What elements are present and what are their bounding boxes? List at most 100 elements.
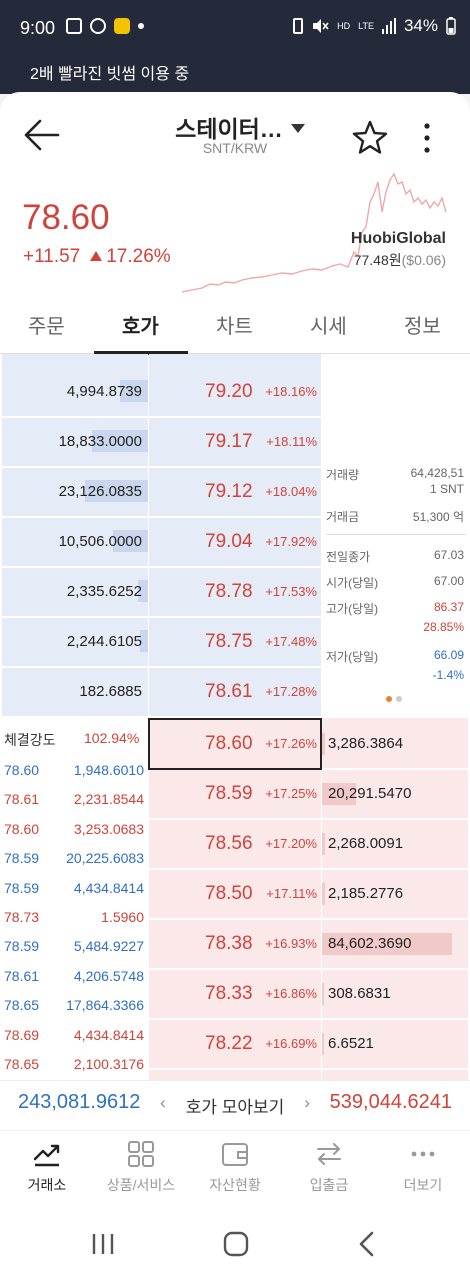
change-pct: 17.26% xyxy=(106,246,171,267)
trade-price: 78.59 xyxy=(4,879,40,896)
bid-price-row[interactable]: 78.59 +17.25% xyxy=(149,770,321,818)
bid-price: 78.22 xyxy=(205,1033,253,1054)
ask-price: 79.12 xyxy=(205,481,253,502)
ask-price: 79.20 xyxy=(205,381,253,402)
ask-pct: +17.48% xyxy=(265,634,317,649)
bid-total: 539,044.6241 xyxy=(329,1091,452,1113)
ask-volume-bar xyxy=(120,380,148,402)
status-right: HD LTE 34% xyxy=(293,16,456,36)
ask-quantity: 2,244.6105 xyxy=(2,618,148,666)
trade-price: 78.61 xyxy=(4,967,40,984)
bid-price-row[interactable]: 78.33 +16.86% xyxy=(149,970,321,1018)
chevron-left-icon[interactable]: ‹ xyxy=(160,1093,166,1112)
nav-exchange[interactable]: 거래소 xyxy=(0,1139,94,1195)
battery-percent: 34% xyxy=(403,16,438,35)
ask-price-row[interactable]: 78.61 +17.28% xyxy=(149,668,321,716)
bid-price-row[interactable]: 78.56 +17.20% xyxy=(149,820,321,868)
bid-price-row[interactable]: 78.60 +17.26% xyxy=(149,720,321,768)
trade-quantity: 4,434.8414 xyxy=(73,1026,144,1043)
tab-order[interactable]: 주문 xyxy=(28,316,65,338)
tab-orderbook[interactable]: 호가 xyxy=(122,316,159,338)
ask-price: 78.61 xyxy=(205,681,253,702)
trade-quantity: 20,225.6083 xyxy=(66,850,144,867)
ask-quantity: 4,994.8739 xyxy=(2,368,148,416)
ask-volume-bar xyxy=(85,480,148,502)
ask-volume-bar xyxy=(138,580,148,602)
favorite-star-button[interactable] xyxy=(350,118,390,158)
trade-price: 78.59 xyxy=(4,850,40,867)
battery-icon xyxy=(446,17,456,35)
gallery-icon xyxy=(66,18,82,34)
trade-quantity: 4,434.8414 xyxy=(73,879,144,896)
nav-assets[interactable]: 자산현황 xyxy=(188,1139,282,1195)
change-abs: +11.57 xyxy=(23,246,81,267)
bid-volume-bar xyxy=(322,1033,324,1055)
ask-price-row[interactable]: 79.20 +18.16% xyxy=(149,368,321,416)
back-nav-icon[interactable] xyxy=(356,1230,378,1258)
prev-close-value: 67.03 xyxy=(433,548,464,562)
bid-price-row[interactable]: 78.22 +16.69% xyxy=(149,1020,321,1068)
bid-quantity: 308.6831 xyxy=(322,970,468,1018)
trade-quantity: 1.5960 xyxy=(101,909,144,925)
ask-quantity: 10,506.0000 xyxy=(2,518,148,566)
notification-icons xyxy=(66,18,144,34)
volume-value: 64,428,51 xyxy=(410,466,464,480)
ask-price-row[interactable]: 78.75 +17.48% xyxy=(149,618,321,666)
tab-chart[interactable]: 차트 xyxy=(216,316,253,338)
grid-icon xyxy=(128,1141,154,1167)
nav-deposit-withdraw[interactable]: 입출금 xyxy=(282,1139,376,1195)
bid-price: 78.50 xyxy=(205,883,253,904)
tab-market-price[interactable]: 시세 xyxy=(310,316,347,338)
volume-label: 거래량 xyxy=(326,468,360,482)
ask-price-row[interactable]: 79.17 +18.11% xyxy=(149,418,321,466)
ask-price-row[interactable]: 79.12 +18.04% xyxy=(149,468,321,516)
coin-selector[interactable]: 스테이터… xyxy=(150,110,330,144)
bid-volume-bar xyxy=(322,883,325,905)
chevron-right-icon[interactable]: › xyxy=(304,1093,310,1112)
more-options-button[interactable] xyxy=(418,118,436,158)
ask-price-row[interactable]: 78.78 +17.53% xyxy=(149,568,321,616)
amount-value: 51,300 억 xyxy=(412,510,464,524)
ask-price-row[interactable]: 79.04 +17.92% xyxy=(149,518,321,566)
bid-price-row[interactable]: 78.50 +17.11% xyxy=(149,870,321,918)
recent-apps-icon[interactable] xyxy=(90,1232,116,1256)
home-icon[interactable] xyxy=(222,1230,250,1258)
ask-volume-bar xyxy=(92,430,148,452)
more-notifications-icon xyxy=(138,23,144,29)
open-label: 시가(당일) xyxy=(326,576,379,590)
bid-pct: +16.69% xyxy=(265,1036,317,1051)
up-triangle-icon xyxy=(90,251,103,261)
bid-volume-bar xyxy=(322,733,325,755)
trade-quantity: 3,253.0683 xyxy=(73,820,144,837)
bid-pct: +16.93% xyxy=(265,936,317,951)
low-pct: -1.4% xyxy=(432,668,464,682)
price-change: +11.57 17.26% xyxy=(23,246,171,268)
trade-price: 78.73 xyxy=(4,909,40,925)
trade-price: 78.65 xyxy=(4,1056,40,1072)
status-banner: 2배 빨라진 빗썸 이용 중 xyxy=(0,56,470,94)
nav-more[interactable]: 더보기 xyxy=(376,1139,470,1195)
high-label: 고가(당일) xyxy=(326,602,379,616)
trade-price: 78.65 xyxy=(4,997,40,1014)
bid-pct: +17.20% xyxy=(265,836,317,851)
tab-info[interactable]: 정보 xyxy=(404,316,441,338)
bid-price: 78.59 xyxy=(205,783,253,804)
stats-page-indicator xyxy=(386,696,402,702)
strength-label: 체결강도 xyxy=(4,732,56,748)
nav-products[interactable]: 상품/서비스 xyxy=(94,1139,188,1195)
current-price-highlight xyxy=(148,718,322,770)
orderbook-totals: 243,081.9612 ‹ 호가 모아보기 › 539,044.6241 xyxy=(0,1080,470,1130)
strength-value: 102.94% xyxy=(84,730,140,746)
wallet-icon xyxy=(222,1143,248,1166)
ask-quantity: 23,126.0835 xyxy=(2,468,148,516)
bid-price-row[interactable]: 78.38 +16.93% xyxy=(149,920,321,968)
collect-orderbook-button[interactable]: ‹ 호가 모아보기 › xyxy=(160,1093,310,1118)
back-button[interactable] xyxy=(22,118,62,152)
hd-indicator: HD xyxy=(337,20,351,31)
bid-quantity: 6.6521 xyxy=(322,1020,468,1068)
lte-indicator: LTE xyxy=(358,20,374,31)
low-label: 저가(당일) xyxy=(326,650,379,664)
banner-text: 2배 빨라진 빗썸 이용 중 xyxy=(30,66,190,83)
bid-quantity: 2,185.2776 xyxy=(322,870,468,918)
battery-saver-icon xyxy=(293,18,304,34)
